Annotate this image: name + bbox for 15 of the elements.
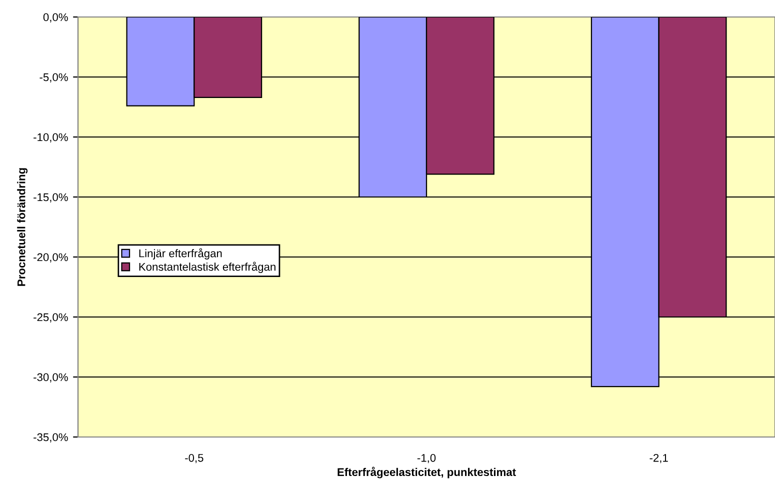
- legend-label: Konstantelastisk efterfrågan: [139, 262, 276, 273]
- x-tick-label: -2,1: [650, 454, 668, 464]
- x-tick-label: -0,5: [185, 454, 204, 464]
- x-tick-label: -1,0: [417, 454, 436, 464]
- legend-label: Linjär efterfrågan: [139, 248, 222, 260]
- y-tick-label: -15,0%: [34, 193, 68, 202]
- y-tick-label: -20,0%: [34, 253, 68, 262]
- y-axis-title: Procnetuell förändring: [17, 168, 28, 286]
- y-tick-label: -10,0%: [34, 133, 68, 142]
- y-tick-label: -25,0%: [34, 313, 68, 322]
- x-axis-title: Efterfrågeelasticitet, punktestimat: [338, 466, 516, 478]
- y-tick-label: 0,0%: [43, 13, 68, 22]
- y-tick-label: -35,0%: [34, 433, 68, 442]
- y-tick-label: -5,0%: [40, 73, 68, 82]
- y-tick-label: -30,0%: [34, 373, 68, 382]
